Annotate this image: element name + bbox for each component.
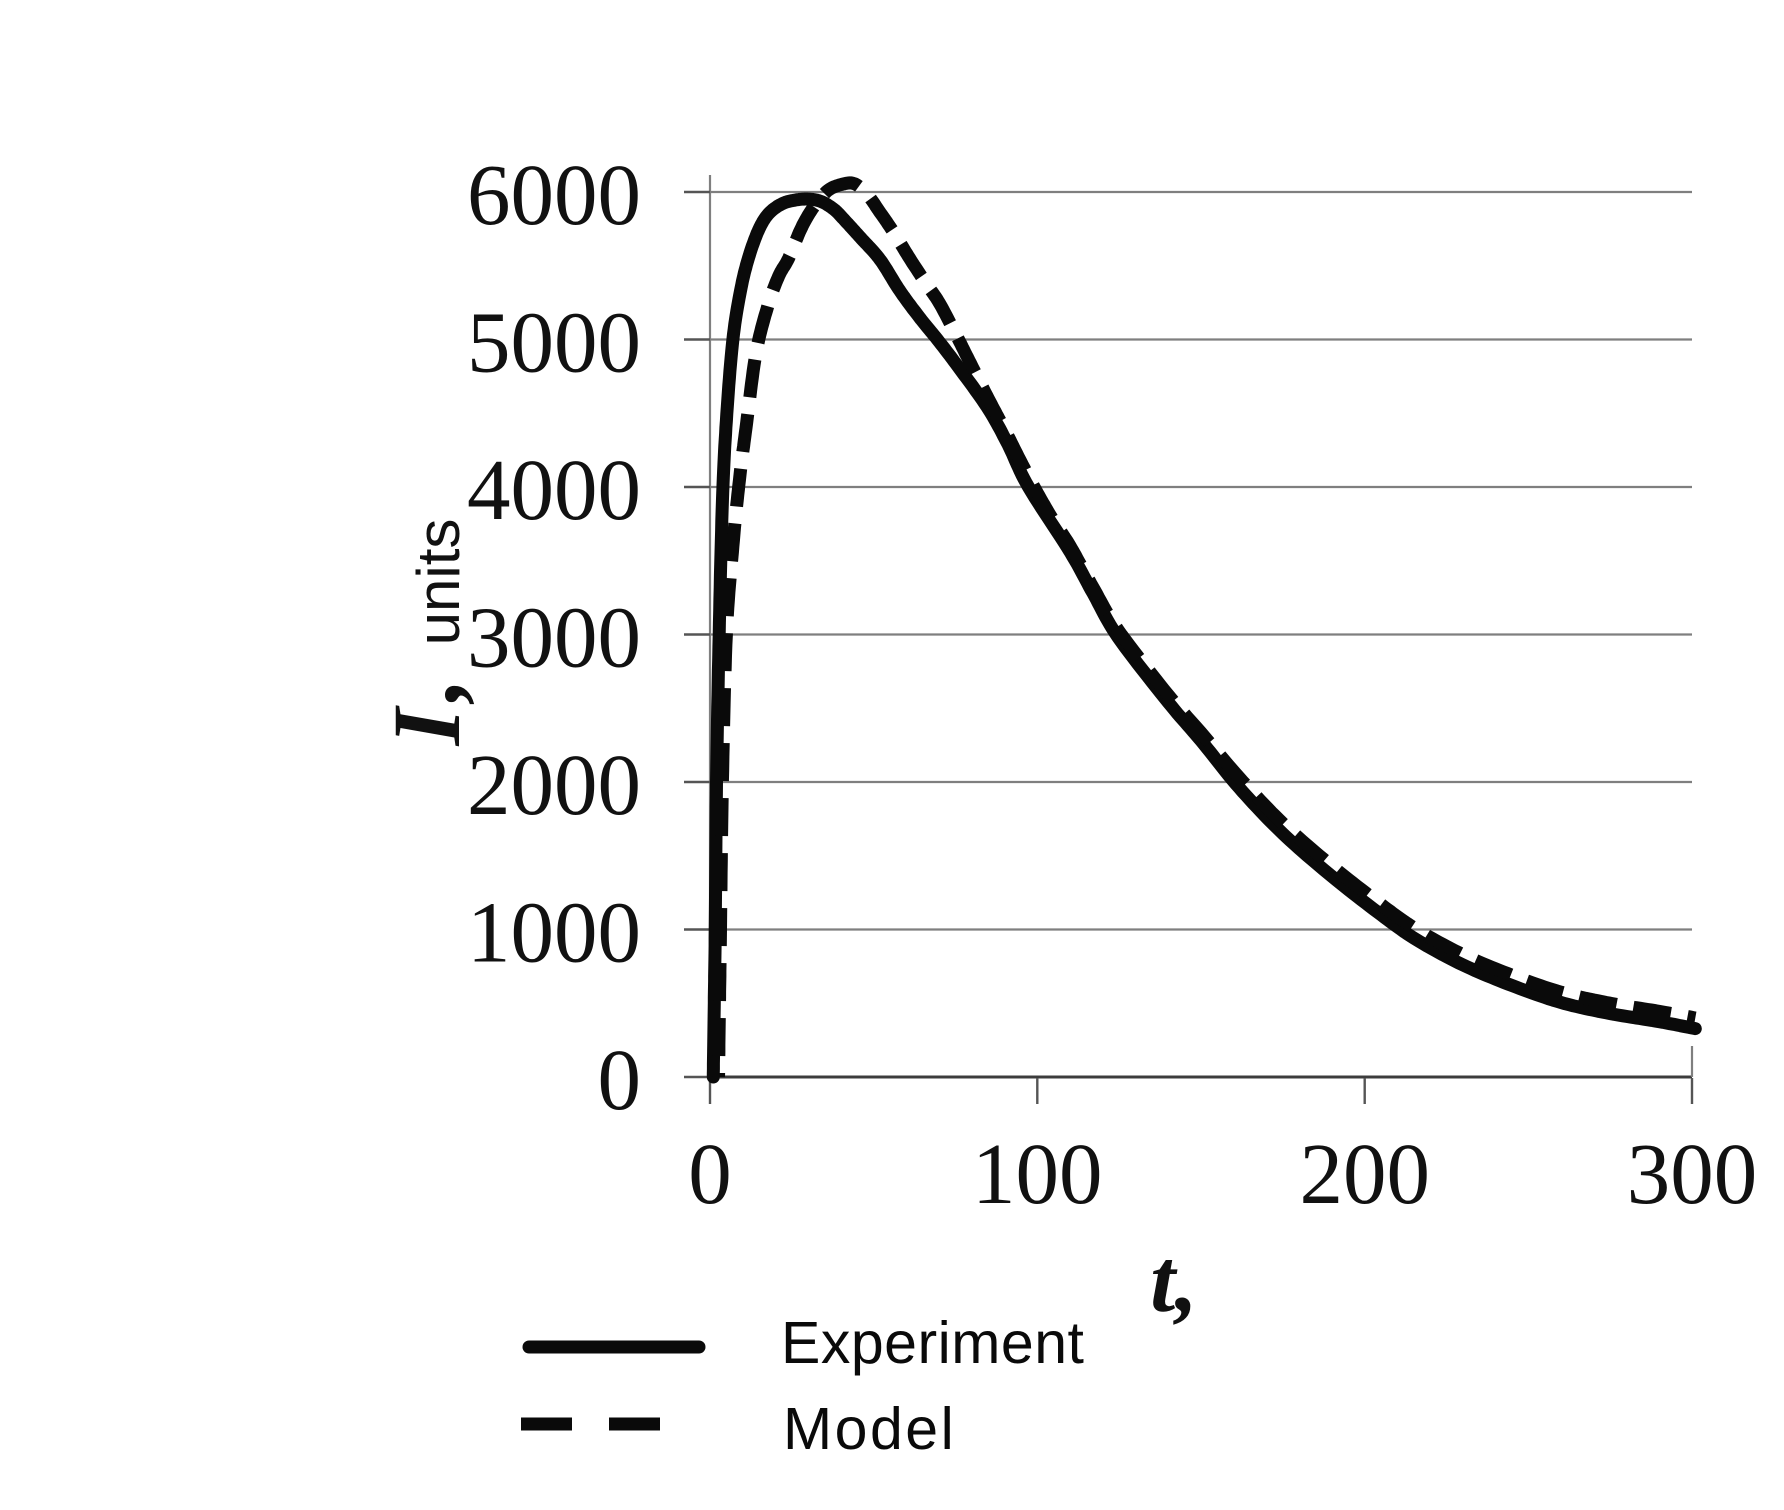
svg-text:100: 100 <box>972 1125 1103 1222</box>
svg-text:Experiment: Experiment <box>781 1310 1084 1376</box>
svg-text:t,: t, <box>1150 1232 1198 1331</box>
svg-text:0: 0 <box>688 1125 732 1222</box>
svg-text:I, units: I, units <box>373 519 480 747</box>
svg-text:1000: 1000 <box>467 884 641 981</box>
svg-text:5000: 5000 <box>467 294 641 391</box>
svg-text:2000: 2000 <box>467 736 641 833</box>
svg-text:3000: 3000 <box>467 589 641 686</box>
svg-text:6000: 6000 <box>467 146 641 243</box>
svg-text:4000: 4000 <box>467 441 641 538</box>
svg-text:200: 200 <box>1299 1125 1430 1222</box>
svg-text:300: 300 <box>1627 1125 1758 1222</box>
svg-text:Model: Model <box>783 1396 956 1462</box>
svg-text:0: 0 <box>598 1031 642 1128</box>
